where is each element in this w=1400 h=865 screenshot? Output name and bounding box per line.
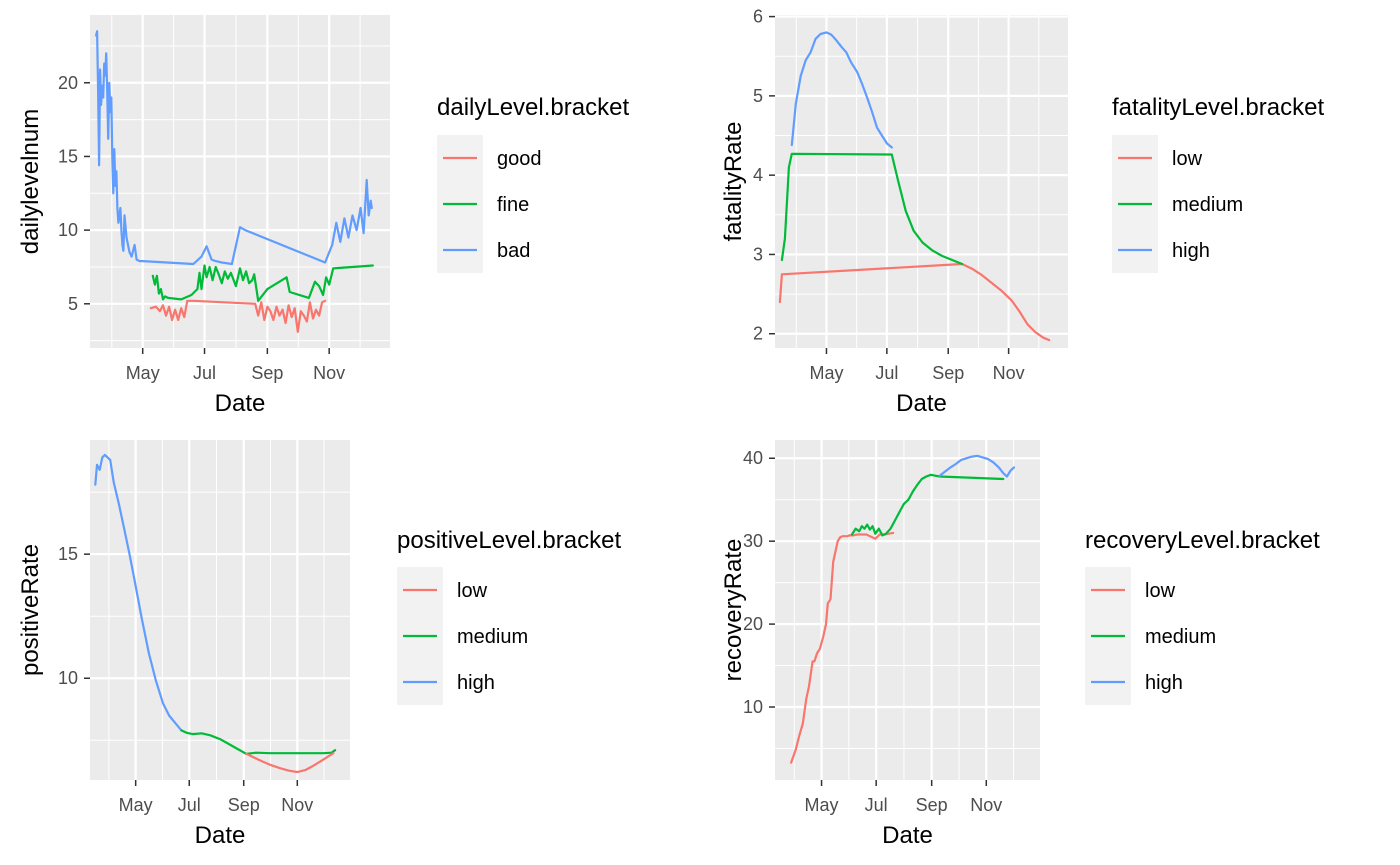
series-line-medium (780, 152, 964, 266)
x-tick-label: May (805, 795, 839, 815)
panel-background (775, 440, 1040, 780)
x-tick-label: May (809, 363, 843, 383)
legend-label-medium: medium (1172, 194, 1243, 216)
x-tick-label: Jul (875, 363, 898, 383)
series-line-good (149, 299, 327, 333)
y-axis-title: positiveRate (17, 544, 44, 676)
legend: fatalityLevel.bracket low medium high (1112, 94, 1324, 273)
series-line-medium (850, 473, 1005, 537)
legend-label-low: low (1145, 580, 1176, 602)
x-tick-label: Sep (932, 363, 964, 383)
y-tick-label: 40 (743, 448, 763, 468)
y-tick-label: 15 (58, 146, 78, 166)
legend-title: positiveLevel.bracket (397, 527, 621, 554)
series-line-low (245, 752, 335, 774)
x-tick-label: Sep (916, 795, 948, 815)
y-tick-label: 5 (68, 294, 78, 314)
legend-label-medium: medium (1145, 626, 1216, 648)
chart-panel-1: May Jul Sep Nov 2 3 4 5 6 Date fatalityRate fatalit… (720, 7, 1324, 417)
x-axis-title: Date (215, 390, 266, 417)
legend-title: fatalityLevel.bracket (1112, 94, 1324, 121)
x-tick-label: Nov (281, 795, 313, 815)
legend-label-low: low (457, 580, 488, 602)
x-tick-label: Sep (251, 363, 283, 383)
x-tick-label: Sep (228, 795, 260, 815)
y-tick-label: 20 (58, 73, 78, 93)
x-tick-label: Nov (313, 363, 345, 383)
x-tick-label: Jul (865, 795, 888, 815)
x-tick-label: Nov (993, 363, 1025, 383)
series-line-bad (94, 30, 373, 266)
y-tick-label: 2 (753, 324, 763, 344)
series-line-fine (151, 264, 374, 302)
y-tick-label: 10 (58, 220, 78, 240)
x-axis-title: Date (896, 390, 947, 417)
chart-panel-2: May Jul Sep Nov 10 15 Date positiveRate positive… (17, 440, 621, 849)
series-line-high (938, 454, 1016, 478)
x-axis-title: Date (195, 822, 246, 849)
legend-label-medium: medium (457, 626, 528, 648)
panel-background (775, 15, 1068, 348)
legend-title: recoveryLevel.bracket (1085, 527, 1320, 554)
legend-label-good: good (497, 148, 542, 170)
y-axis-title: dailylevelnum (17, 109, 44, 254)
x-tick-label: May (126, 363, 160, 383)
y-tick-label: 10 (743, 697, 763, 717)
y-axis-title: fatalityRate (720, 121, 747, 241)
legend: dailyLevel.bracket good fine bad (437, 94, 629, 273)
x-axis-title: Date (882, 822, 933, 849)
legend-title: dailyLevel.bracket (437, 94, 629, 121)
y-tick-label: 10 (58, 668, 78, 688)
x-tick-label: May (119, 795, 153, 815)
legend-label-high: high (1172, 240, 1210, 262)
chart-panel-0: May Jul Sep Nov 5 10 15 20 Date dailylevelnum dail… (17, 15, 629, 417)
y-axis-title: recoveryRate (720, 539, 747, 682)
panel-background (90, 440, 350, 780)
panel-background (90, 15, 390, 348)
x-tick-label: Jul (193, 363, 216, 383)
chart-panel-3: May Jul Sep Nov 10 20 30 40 Date recoveryRate reco… (720, 440, 1320, 849)
series-line-high (790, 31, 893, 149)
series-line-high (94, 453, 183, 732)
series-line-medium (180, 729, 337, 756)
legend-label-high: high (457, 672, 495, 694)
x-tick-label: Jul (178, 795, 201, 815)
legend-label-high: high (1145, 672, 1183, 694)
y-tick-label: 15 (58, 544, 78, 564)
y-tick-label: 5 (753, 86, 763, 106)
legend-label-fine: fine (497, 194, 529, 216)
legend: positiveLevel.bracket low medium high (397, 527, 621, 705)
y-tick-label: 6 (753, 7, 763, 27)
y-tick-label: 20 (743, 614, 763, 634)
legend-label-bad: bad (497, 240, 530, 262)
y-tick-label: 30 (743, 531, 763, 551)
y-tick-label: 3 (753, 244, 763, 264)
legend-label-low: low (1172, 148, 1203, 170)
x-tick-label: Nov (970, 795, 1002, 815)
y-tick-label: 4 (753, 165, 763, 185)
series-line-low (789, 531, 895, 764)
legend: recoveryLevel.bracket low medium high (1085, 527, 1320, 705)
